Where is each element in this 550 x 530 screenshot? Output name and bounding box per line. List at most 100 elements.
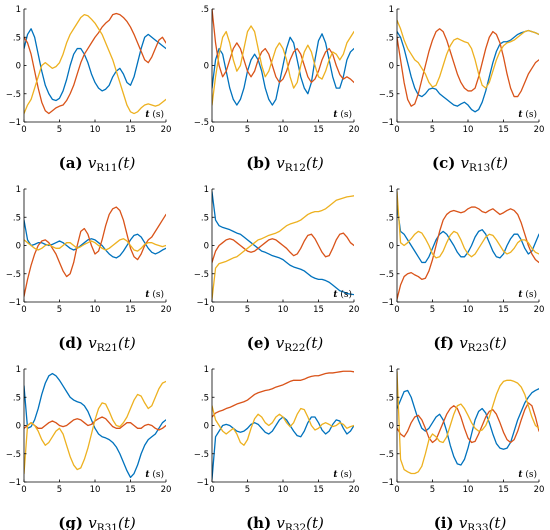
series-line-yellow [397,19,539,89]
series-line-yellow [212,195,354,300]
panel-caption: (e) vR22(t) [247,334,324,354]
x-tick-label: 10 [278,485,289,495]
series-line-orange [397,28,539,107]
panel-caption: (h) vR32(t) [246,514,324,530]
series-line-orange [212,232,354,264]
x-tick-label: 0 [209,485,214,495]
y-tick-label: 1 [389,5,394,15]
x-unit-label: t (s) [145,469,164,480]
x-tick-label: 15 [313,305,324,315]
series-line-blue [212,191,354,296]
panel-caption: (f) vR23(t) [433,334,507,354]
x-tick-label: 0 [394,305,399,315]
y-tick-label: −.5 [6,270,21,280]
x-tick-label: 5 [57,305,62,315]
panel-caption: (a) vR11(t) [59,154,136,174]
y-tick-label: −.5 [194,450,209,460]
panel-caption: (d) vR21(t) [58,334,136,354]
y-tick-label: −1 [196,298,209,308]
series-line-orange [24,12,166,115]
series-line-orange [212,9,354,84]
series-line-blue [212,33,354,106]
x-tick-label: 5 [430,125,435,135]
series-line-orange [397,402,539,444]
series-line-orange [212,370,354,418]
x-tick-label: 15 [498,485,509,495]
x-tick-label: 15 [125,485,136,495]
x-tick-label: 10 [90,125,101,135]
y-tick-label: −1 [381,298,394,308]
y-tick-label: 1 [204,185,209,195]
x-tick-label: 20 [161,305,172,315]
y-tick-label: −.5 [194,118,209,128]
x-tick-label: 0 [394,125,399,135]
x-tick-label: 0 [209,305,214,315]
series-line-blue [397,388,539,466]
series-line-yellow [24,380,166,475]
series-line-yellow [24,238,166,252]
x-tick-label: 10 [278,125,289,135]
x-tick-label: 15 [498,305,509,315]
y-tick-label: 0 [204,242,209,252]
y-tick-label: 1 [389,185,394,195]
y-tick-label: −.5 [379,90,394,100]
x-tick-label: 20 [161,125,172,135]
series-line-yellow [397,191,539,259]
x-tick-label: 10 [463,485,474,495]
x-tick-label: 10 [463,305,474,315]
y-tick-label: 1 [204,365,209,375]
y-tick-label: −1 [8,298,21,308]
y-tick-label: 0 [16,62,21,72]
x-tick-label: 15 [313,125,324,135]
y-tick-label: −.5 [6,450,21,460]
panel-caption: (i) vR33(t) [434,514,507,530]
y-tick-label: .5 [201,5,209,15]
x-tick-label: 0 [209,125,214,135]
chart-panel-i: 0 5 10 15 20 −1 −.5 0 .5 1 t (s) (i) vR33(t) [379,365,545,530]
series-line-orange [397,206,539,300]
y-tick-label: −.5 [194,270,209,280]
x-tick-label: 15 [125,125,136,135]
x-unit-label: t (s) [333,109,352,120]
y-tick-label: 0 [16,422,21,432]
series-line-yellow [212,405,354,446]
x-tick-label: 20 [349,125,360,135]
y-tick-label: .5 [13,33,21,43]
y-tick-label: −1 [8,118,21,128]
x-tick-label: 20 [534,125,545,135]
panel-caption: (b) vR12(t) [246,154,324,174]
x-tick-label: 0 [21,305,26,315]
y-tick-label: 1 [16,185,21,195]
y-tick-label: −.5 [6,90,21,100]
x-unit-label: t (s) [145,289,164,300]
x-unit-label: t (s) [333,289,352,300]
x-unit-label: t (s) [145,109,164,120]
x-tick-label: 10 [278,305,289,315]
chart-panel-c: 0 5 10 15 20 −1 −.5 0 .5 1 t (s) (c) vR13(t) [379,5,545,174]
y-tick-label: 0 [389,242,394,252]
y-tick-label: 1 [16,5,21,15]
y-tick-label: .5 [386,33,394,43]
series-line-yellow [212,25,354,106]
y-tick-label: 0 [204,422,209,432]
x-tick-label: 15 [498,125,509,135]
x-tick-label: 10 [90,485,101,495]
x-unit-label: t (s) [333,469,352,480]
y-tick-label: −1 [196,478,209,488]
x-tick-label: 20 [349,305,360,315]
y-tick-label: −1 [381,478,394,488]
series-line-orange [24,206,166,297]
chart-panel-f: 0 5 10 15 20 −1 −.5 0 .5 1 t (s) (f) vR23(t) [379,185,545,354]
x-tick-label: 5 [57,125,62,135]
chart-panel-d: 0 5 10 15 20 −1 −.5 0 .5 1 t (s) (d) vR21(t) [6,185,172,354]
y-tick-label: .5 [13,213,21,223]
x-tick-label: 10 [90,305,101,315]
y-tick-label: .5 [201,213,209,223]
y-tick-label: .5 [386,393,394,403]
series-line-blue [24,372,166,479]
series-line-blue [24,28,166,102]
x-tick-label: 20 [534,485,545,495]
y-tick-label: 0 [204,62,209,72]
chart-panel-a: 0 5 10 15 20 −1 −.5 0 .5 1 t (s) (a) vR11(t) [6,5,172,174]
x-tick-label: 5 [245,485,250,495]
